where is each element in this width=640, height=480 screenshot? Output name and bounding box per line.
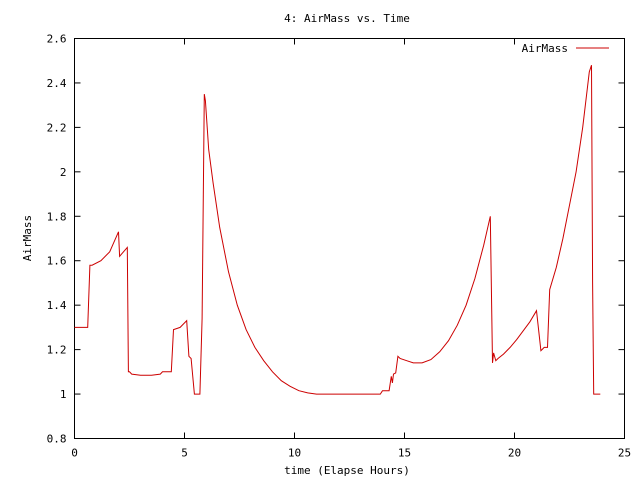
y-tick-label: 1.2 [47, 344, 67, 357]
x-axis: 0 5 10 15 20 25 [71, 38, 631, 460]
series-layer [74, 65, 601, 395]
legend: AirMass [522, 42, 609, 55]
y-tick-label: 0.8 [47, 433, 67, 446]
x-axis-label: time (Elapse Hours) [284, 464, 410, 477]
x-tick-label: 15 [398, 447, 411, 460]
y-tick-label: 2.4 [47, 77, 67, 90]
x-tick-label: 0 [71, 447, 78, 460]
y-tick-label: 1.4 [47, 299, 67, 312]
x-tick-label: 10 [288, 447, 301, 460]
y-axis: 0.8 1 1.2 1.4 1.6 1.8 2 2.2 2.4 2.6 [47, 33, 625, 446]
x-tick-label: 25 [618, 447, 631, 460]
y-axis-label: AirMass [21, 215, 34, 261]
y-tick-label: 1.8 [47, 210, 67, 223]
legend-label: AirMass [522, 42, 568, 55]
chart-title: 4: AirMass vs. Time [284, 12, 410, 25]
x-tick-label: 20 [508, 447, 521, 460]
y-tick-label: 2.2 [47, 121, 67, 134]
y-tick-label: 2.6 [47, 33, 67, 46]
x-tick-label: 5 [181, 447, 188, 460]
airmass-series-line [74, 65, 601, 395]
plot-frame [74, 38, 625, 439]
y-tick-label: 1.6 [47, 255, 67, 268]
y-tick-label: 1 [60, 388, 67, 401]
y-tick-label: 2 [60, 166, 67, 179]
